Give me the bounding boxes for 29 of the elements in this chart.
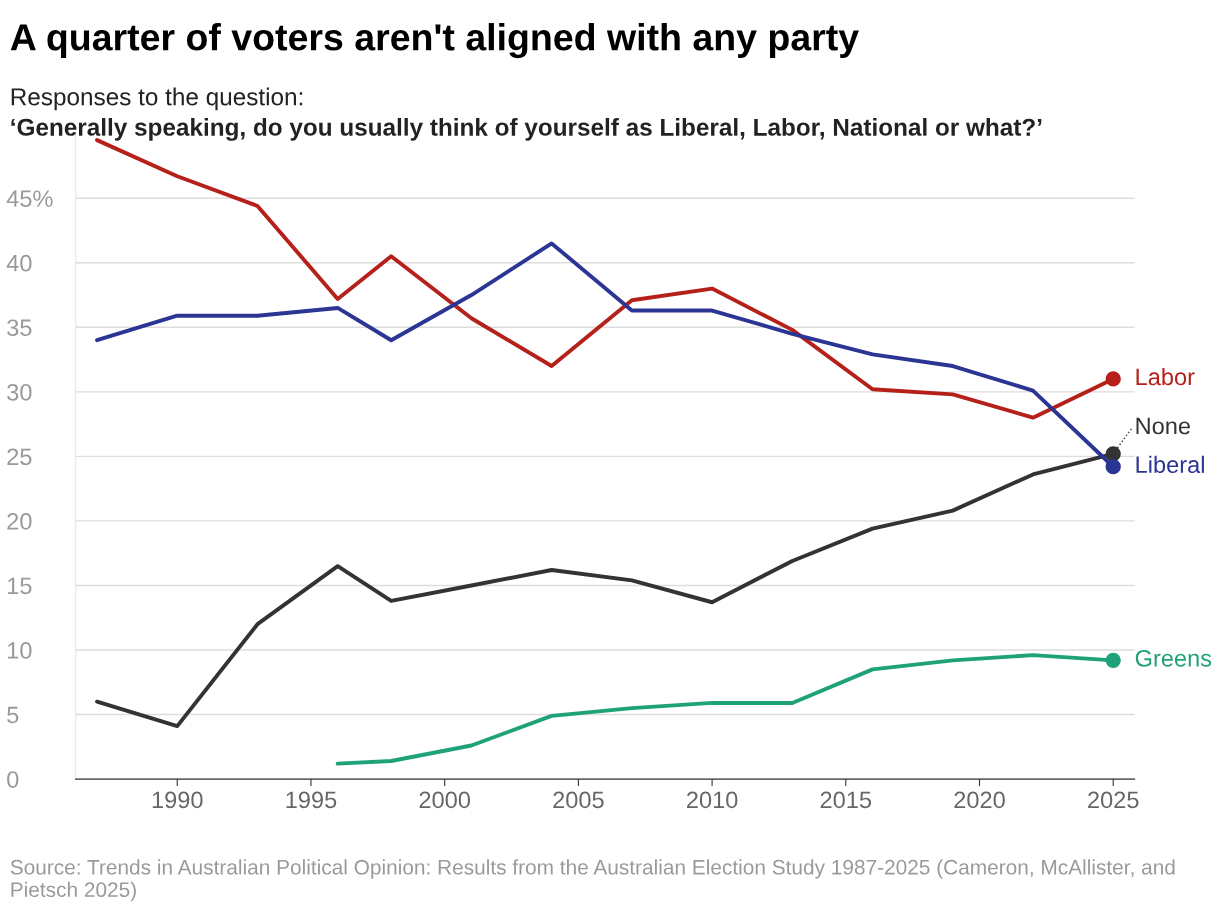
x-tick-label: 1995 [286, 791, 337, 809]
y-tick-label: 35 [7, 319, 32, 337]
y-tick-label: 25 [7, 448, 32, 466]
y-tick-label: 40 [6, 254, 32, 272]
source-note: Source: Trends in Australian Political Opinion: Results from the Australian Election Study 1987-2025 (Cameron, McAllister, and Pietsch 2025) [10, 859, 1175, 902]
y-tick-label: 30 [7, 383, 32, 401]
series-label: Liberal [1136, 455, 1204, 474]
y-tick-label: 0 [7, 771, 19, 788]
legend-label: None [1136, 417, 1190, 435]
point [1105, 371, 1121, 387]
y-tick-label: 45% [6, 190, 53, 208]
x-tick-label: 2015 [820, 791, 872, 809]
y-tick-label: 15 [8, 577, 32, 595]
point [1105, 446, 1121, 462]
x-tick-label: 2025 [1088, 791, 1139, 809]
point [1105, 652, 1121, 668]
point [1105, 459, 1121, 475]
y-tick-label: 5 [7, 706, 19, 724]
x-tick-label: 1990 [152, 791, 203, 809]
x-tick-label: 2000 [419, 791, 471, 809]
y-tick-label: 20 [7, 513, 32, 530]
chart-title: A quarter of voters aren't aligned with any party [10, 23, 859, 59]
x-tick-label: 2005 [553, 791, 604, 809]
series-label: Greens [1135, 649, 1212, 667]
y-tick-label: 10 [8, 642, 32, 659]
x-tick-label: 2020 [954, 791, 1005, 809]
series-label: Labor [1136, 367, 1195, 386]
chart-subtitle: Responses to the question: ‘Generally speaking, do you usually think of yourself as Liberal, Labor, National or what?’ [11, 87, 1042, 141]
x-tick-label: 2010 [687, 791, 738, 809]
